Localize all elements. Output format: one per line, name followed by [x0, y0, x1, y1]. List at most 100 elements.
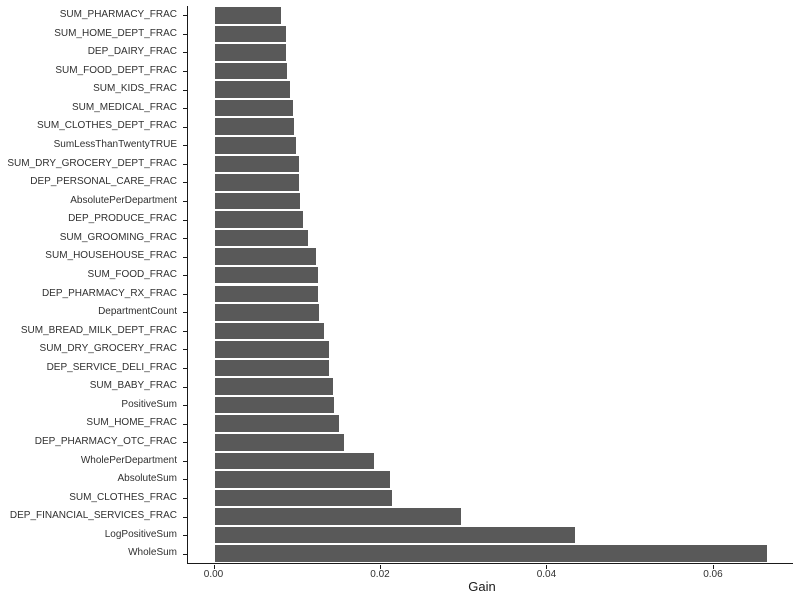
bar [214, 155, 299, 173]
y-axis-label: WholePerDepartment [80, 454, 177, 466]
bar [214, 471, 391, 488]
y-tick-mark [183, 200, 187, 202]
y-tick-mark [183, 145, 187, 147]
y-tick-mark [183, 52, 187, 54]
y-tick-mark [183, 330, 187, 332]
bar-row [188, 396, 793, 415]
y-tick-mark [183, 368, 187, 370]
x-tick-label: 0.00 [203, 569, 224, 580]
y-tick-mark [183, 163, 187, 165]
bar [214, 81, 291, 98]
y-axis-label: SUM_DRY_GROCERY_FRAC [39, 343, 177, 355]
bar [214, 396, 334, 414]
y-tick-mark [183, 423, 187, 425]
bar-row [188, 452, 793, 471]
y-axis-label: DepartmentCount [98, 306, 177, 318]
y-axis-label: SUM_DRY_GROCERY_DEPT_FRAC [7, 157, 177, 169]
bar-row [188, 136, 793, 155]
bar [214, 359, 330, 377]
y-axis-label: SUM_HOME_FRAC [86, 417, 177, 429]
y-axis-label: PositiveSum [121, 398, 177, 410]
y-tick-mark [183, 293, 187, 295]
y-axis-label: LogPositiveSum [104, 528, 177, 540]
bar-row [188, 155, 793, 174]
bar-row [188, 62, 793, 81]
y-tick-mark [183, 275, 187, 277]
y-tick-mark [183, 479, 187, 481]
y-tick-mark [183, 442, 187, 444]
y-tick-mark [183, 70, 187, 72]
bar-row [188, 359, 793, 378]
bar [214, 266, 318, 284]
bar [214, 25, 287, 43]
bar [214, 7, 282, 24]
bar [214, 434, 344, 451]
bar [214, 322, 324, 340]
bar-row [188, 470, 793, 489]
bar-row [188, 80, 793, 99]
y-axis-label: SumLessThanTwentyTRUE [53, 138, 177, 150]
bar [214, 174, 300, 191]
bar-row [188, 210, 793, 229]
bar [214, 44, 287, 61]
bar [214, 285, 318, 303]
y-axis-label: SUM_MEDICAL_FRAC [71, 101, 177, 113]
x-tick-label: 0.04 [536, 569, 557, 580]
bar-row [188, 229, 793, 248]
y-axis-label: SUM_KIDS_FRAC [93, 83, 177, 95]
y-tick-mark [183, 498, 187, 500]
x-tick-mark [213, 564, 215, 569]
y-tick-mark [183, 386, 187, 388]
bar-row [188, 322, 793, 341]
bar [214, 489, 392, 507]
y-tick-mark [183, 33, 187, 35]
y-axis-label: SUM_CLOTHES_DEPT_FRAC [36, 120, 177, 132]
bar [214, 415, 339, 433]
x-tick-label: 0.02 [370, 569, 390, 580]
bar-row [188, 489, 793, 508]
y-axis-label: SUM_FOOD_FRAC [87, 268, 177, 280]
bar-row [188, 266, 793, 285]
bar [214, 118, 294, 135]
bar [214, 526, 575, 544]
y-tick-mark [183, 182, 187, 184]
bar-row [188, 507, 793, 526]
bar [214, 136, 297, 154]
y-axis-label: DEP_PHARMACY_OTC_FRAC [34, 436, 177, 448]
y-axis-label: SUM_HOUSEHOUSE_FRAC [45, 250, 177, 262]
y-tick-mark [183, 219, 187, 221]
y-tick-mark [183, 238, 187, 240]
y-tick-mark [183, 460, 187, 462]
y-axis-label: DEP_DAIRY_FRAC [87, 46, 177, 58]
bar [214, 229, 308, 247]
bar-row [188, 43, 793, 62]
bar-row [188, 117, 793, 136]
bar-row [188, 544, 793, 563]
x-axis-title: Gain [468, 579, 496, 594]
bar-row [188, 173, 793, 192]
y-axis-label: SUM_FOOD_DEPT_FRAC [55, 64, 177, 76]
x-tick-mark [379, 564, 381, 569]
bar-row [188, 526, 793, 545]
y-tick-mark [183, 256, 187, 258]
y-axis-label: DEP_FINANCIAL_SERVICES_FRAC [9, 510, 177, 522]
y-tick-mark [183, 126, 187, 128]
bar [214, 248, 317, 265]
bar [214, 62, 287, 80]
y-tick-mark [183, 405, 187, 407]
plot-panel [187, 6, 793, 564]
bar-row [188, 285, 793, 304]
bar [214, 341, 329, 358]
bar [214, 452, 375, 470]
bar [214, 304, 319, 321]
y-axis-label: AbsoluteSum [117, 473, 177, 485]
bar-row [188, 414, 793, 433]
y-tick-mark [183, 15, 187, 17]
bar [214, 192, 301, 210]
y-axis-label: SUM_PHARMACY_FRAC [59, 9, 177, 20]
bar [214, 211, 303, 228]
bar-row [188, 6, 793, 25]
bar [214, 508, 461, 525]
y-axis-label: DEP_SERVICE_DELI_FRAC [46, 361, 177, 373]
